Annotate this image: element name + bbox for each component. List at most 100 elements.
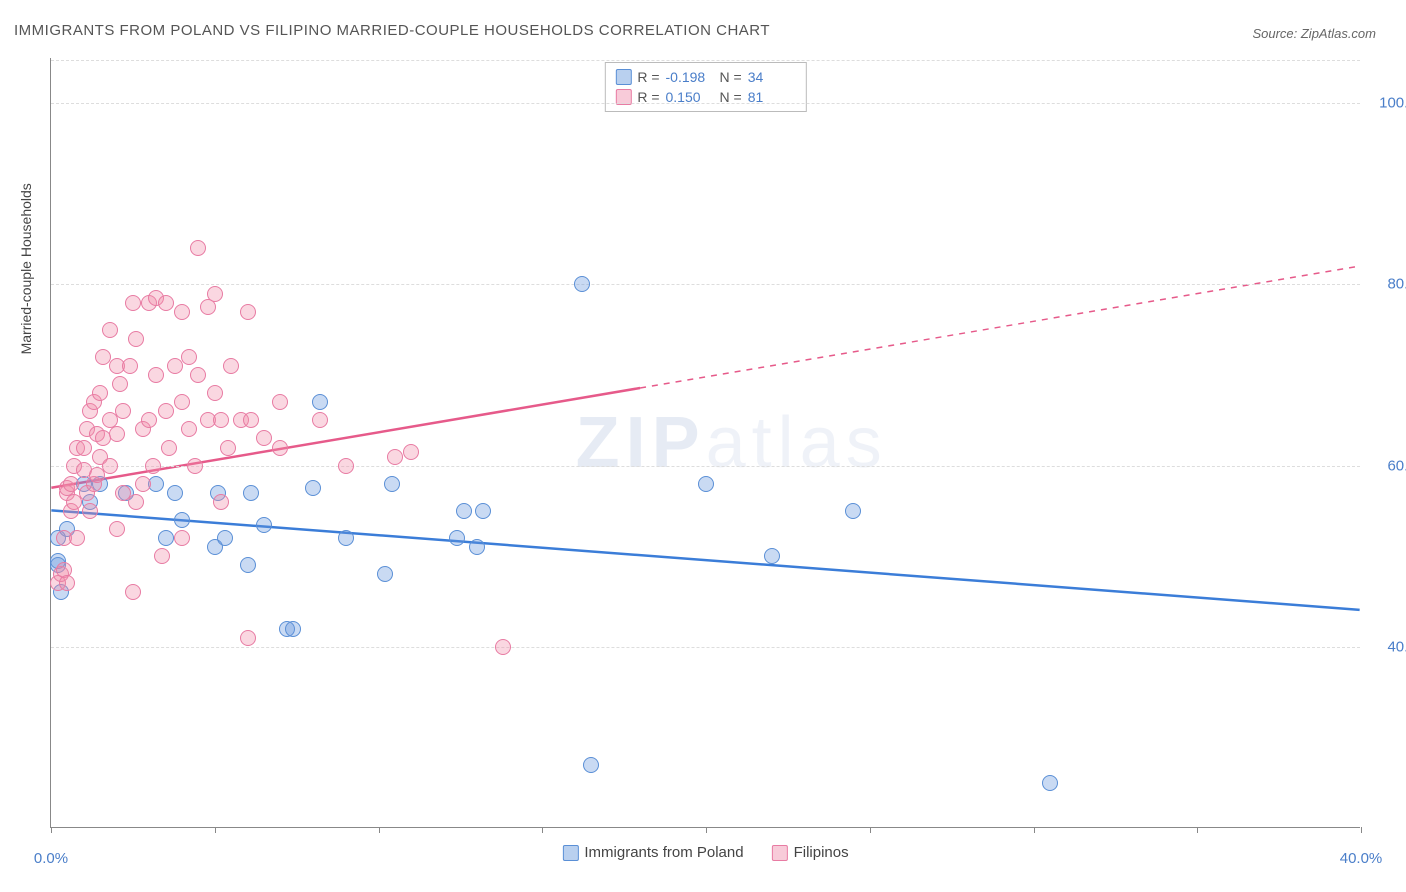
swatch-blue [562,845,578,861]
data-point-filipino [141,412,157,428]
data-point-filipino [122,358,138,374]
data-point-filipino [312,412,328,428]
data-point-filipino [128,494,144,510]
correlation-legend: R = -0.198 N = 34 R = 0.150 N = 81 [604,62,806,112]
data-point-poland [167,485,183,501]
data-point-poland [698,476,714,492]
data-point-filipino [187,458,203,474]
data-point-filipino [115,403,131,419]
data-point-filipino [220,440,236,456]
y-tick-label: 40.0% [1370,638,1406,655]
data-point-filipino [240,304,256,320]
legend-item-poland: Immigrants from Poland [562,844,743,861]
data-point-filipino [135,476,151,492]
data-point-filipino [76,440,92,456]
data-point-filipino [158,295,174,311]
legend-label-poland: Immigrants from Poland [584,844,743,861]
y-tick-label: 100.0% [1370,95,1406,112]
data-point-filipino [92,385,108,401]
data-point-filipino [59,575,75,591]
data-point-filipino [207,286,223,302]
gridline-horizontal [51,60,1360,61]
data-point-filipino [158,403,174,419]
data-point-poland [574,276,590,292]
gridline-horizontal [51,647,1360,648]
data-point-filipino [112,376,128,392]
x-tick [1034,827,1035,833]
data-point-filipino [213,494,229,510]
data-point-filipino [161,440,177,456]
gridline-horizontal [51,466,1360,467]
data-point-filipino [181,349,197,365]
x-tick-label: 0.0% [34,850,68,867]
chart-title: IMMIGRANTS FROM POLAND VS FILIPINO MARRI… [14,22,770,39]
x-tick-label: 40.0% [1340,850,1383,867]
data-point-poland [305,480,321,496]
data-point-filipino [109,521,125,537]
source-attribution: Source: ZipAtlas.com [1252,26,1376,41]
data-point-filipino [240,630,256,646]
data-point-filipino [102,458,118,474]
swatch-pink [772,845,788,861]
x-tick [870,827,871,833]
x-tick [1197,827,1198,833]
y-tick-label: 60.0% [1370,457,1406,474]
series-legend: Immigrants from Poland Filipinos [562,844,848,861]
data-point-poland [449,530,465,546]
source-prefix: Source: [1252,26,1300,41]
data-point-filipino [69,530,85,546]
r-label: R = [637,69,659,85]
legend-label-filipino: Filipinos [794,844,849,861]
chart-container: IMMIGRANTS FROM POLAND VS FILIPINO MARRI… [0,0,1406,892]
data-point-filipino [243,412,259,428]
x-tick [706,827,707,833]
data-point-poland [243,485,259,501]
legend-item-filipino: Filipinos [772,844,849,861]
data-point-poland [174,512,190,528]
data-point-poland [158,530,174,546]
data-point-filipino [125,295,141,311]
data-point-poland [256,517,272,533]
n-label: N = [720,69,742,85]
data-point-filipino [82,503,98,519]
x-tick [51,827,52,833]
data-point-filipino [181,421,197,437]
swatch-blue [615,69,631,85]
data-point-poland [285,621,301,637]
data-point-poland [845,503,861,519]
data-point-poland [384,476,400,492]
data-point-filipino [387,449,403,465]
y-axis-label: Married-couple Households [18,183,34,354]
data-point-filipino [125,584,141,600]
y-tick-label: 80.0% [1370,276,1406,293]
data-point-poland [377,566,393,582]
data-point-filipino [338,458,354,474]
legend-row-poland: R = -0.198 N = 34 [615,67,795,87]
gridline-horizontal [51,103,1360,104]
data-point-poland [583,757,599,773]
data-point-filipino [109,426,125,442]
data-point-filipino [154,548,170,564]
data-point-filipino [272,440,288,456]
data-point-filipino [213,412,229,428]
data-point-filipino [403,444,419,460]
r-value-poland: -0.198 [666,69,714,85]
data-point-filipino [63,476,79,492]
data-point-poland [1042,775,1058,791]
n-value-poland: 34 [748,69,796,85]
data-point-poland [469,539,485,555]
x-tick [215,827,216,833]
data-point-filipino [148,367,164,383]
data-point-filipino [495,639,511,655]
data-point-poland [240,557,256,573]
data-point-filipino [256,430,272,446]
source-name: ZipAtlas.com [1301,26,1376,41]
x-tick [379,827,380,833]
gridline-horizontal [51,284,1360,285]
data-point-filipino [102,322,118,338]
data-point-filipino [190,240,206,256]
data-point-filipino [145,458,161,474]
plot-area: ZIPatlas R = -0.198 N = 34 R = 0.150 N =… [50,58,1360,828]
data-point-filipino [174,304,190,320]
data-point-filipino [207,385,223,401]
